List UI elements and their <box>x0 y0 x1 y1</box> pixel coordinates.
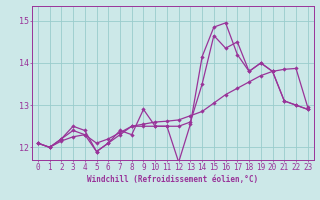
X-axis label: Windchill (Refroidissement éolien,°C): Windchill (Refroidissement éolien,°C) <box>87 175 258 184</box>
